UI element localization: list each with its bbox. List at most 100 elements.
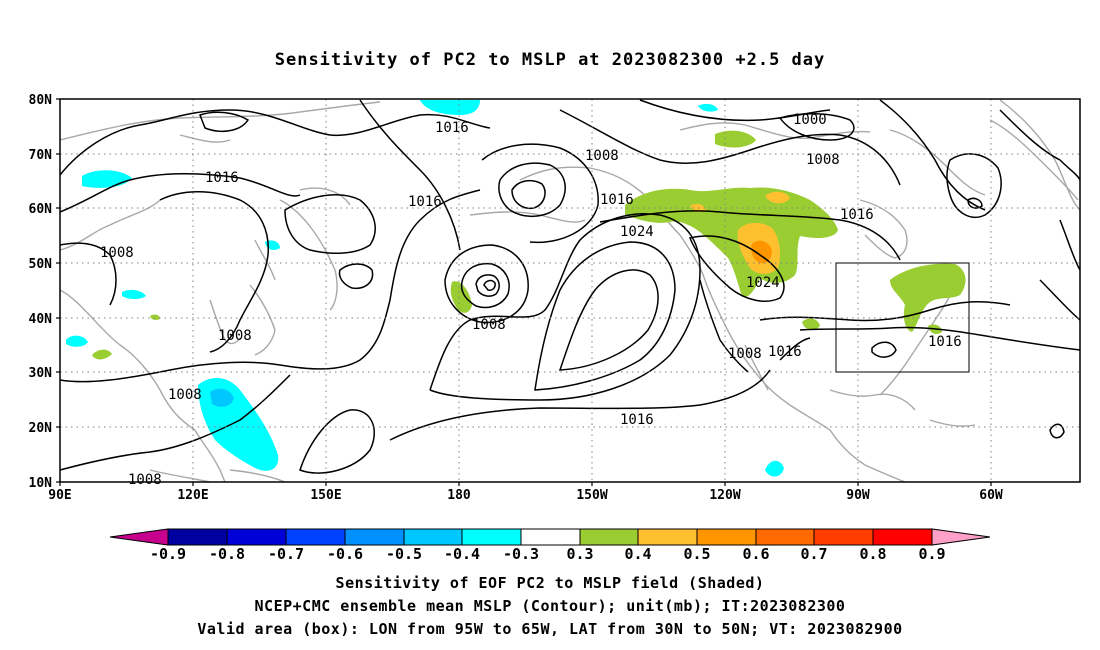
colorbar-label: -0.8 (209, 545, 245, 563)
lat-label: 70N (29, 148, 53, 163)
shade-positive (625, 187, 838, 297)
lon-label: 60W (979, 488, 1003, 503)
colorbar-cell (403, 528, 463, 546)
contour-line (59, 109, 491, 176)
colorbar-label: 0.3 (566, 545, 593, 563)
contour-label: 1008 (218, 328, 252, 344)
contour-label: 1016 (620, 412, 654, 428)
contour-line (159, 191, 269, 353)
contour-line (359, 99, 461, 251)
lon-label: 120E (177, 488, 208, 503)
contour-line (59, 172, 301, 213)
contour-label: 1016 (928, 334, 962, 350)
colorbar-label: 0.7 (800, 545, 827, 563)
contour-line (688, 235, 785, 302)
chart-title: Sensitivity of PC2 to MSLP at 2023082300… (274, 50, 826, 70)
shade-positive-high (751, 240, 772, 264)
shade-positive (802, 318, 820, 331)
colorbar-label: 0.4 (624, 545, 651, 563)
contour-line (59, 189, 481, 383)
contour-label: 1024 (746, 275, 780, 291)
contour-line (338, 263, 374, 290)
contour-label: 1024 (620, 224, 654, 240)
contour-line (871, 341, 897, 358)
contour-line (967, 197, 983, 209)
shade-positive-moderate (765, 191, 790, 204)
lat-label: 30N (29, 366, 53, 381)
lat-lon-grid (60, 99, 1080, 482)
valid-area-box (835, 262, 970, 373)
contour-label: 1008 (806, 152, 840, 168)
lat-label: 80N (29, 93, 53, 108)
contour-line (483, 279, 496, 291)
contour-label: 1016 (435, 120, 469, 136)
colorbar-cell (344, 528, 405, 546)
lat-label: 40N (29, 312, 53, 327)
contour-labels: 1016 1008 1016 1016 1008 1008 1008 1008 … (100, 112, 962, 488)
shade-negative (66, 335, 88, 347)
caption-valid-area: Valid area (box): LON from 95W to 65W, L… (197, 620, 903, 638)
lat-label: 20N (29, 421, 53, 436)
contour-label: 1016 (840, 207, 874, 223)
contour-line (799, 326, 1081, 351)
contour-label: 1008 (728, 346, 762, 362)
colorbar-label: -0.5 (386, 545, 422, 563)
lon-label: 90W (846, 488, 870, 503)
contour-line (558, 269, 659, 371)
contour-label: 1016 (408, 194, 442, 210)
contour-line (299, 409, 375, 474)
contour-label: 1008 (472, 317, 506, 333)
colorbar-cell (872, 528, 933, 546)
colorbar-label: -0.6 (327, 545, 363, 563)
lat-label: 50N (29, 257, 53, 272)
contour-label: 1008 (128, 472, 162, 488)
shade-negative-strong (210, 388, 234, 407)
caption-contour: NCEP+CMC ensemble mean MSLP (Contour); u… (254, 597, 846, 615)
contour-line (1039, 279, 1081, 321)
contour-line (946, 153, 1002, 218)
colorbar-cell (755, 528, 815, 546)
contour-line (559, 109, 901, 186)
colorbar-label: 0.6 (742, 545, 769, 563)
contour-line (444, 244, 529, 324)
contour-line (778, 112, 855, 141)
colorbar-low-extension (109, 528, 169, 546)
lat-label: 10N (29, 476, 53, 491)
contour-line (389, 369, 771, 441)
contour-line (59, 374, 291, 471)
lat-labels: 80N 70N 60N 50N 40N 30N 20N 10N (29, 93, 53, 491)
contour-line (879, 99, 986, 211)
axis-ticks (56, 98, 992, 486)
contour-label: 1008 (100, 245, 134, 261)
contour-line (699, 279, 749, 373)
shade-negative (765, 460, 784, 477)
contour-line (534, 241, 676, 391)
colorbar-label: -0.4 (444, 545, 480, 563)
colorbar-label: 0.8 (859, 545, 886, 563)
colorbar-label: -0.7 (268, 545, 304, 563)
lat-label: 60N (29, 202, 53, 217)
contour-line (511, 179, 546, 210)
colorbar-high-extension (931, 528, 991, 546)
colorbar-cell (285, 528, 346, 546)
contour-line (599, 210, 901, 261)
contour-line (498, 162, 566, 217)
contour-line (759, 300, 1011, 322)
contour-line (59, 242, 117, 306)
shade-positive (450, 281, 472, 313)
contour-line (1049, 423, 1065, 439)
contour-label: 1016 (600, 192, 634, 208)
lon-label: 120W (709, 488, 740, 503)
shade-positive (150, 314, 160, 320)
colorbar (109, 528, 991, 546)
lon-label: 150E (310, 488, 341, 503)
shade-negative (122, 289, 146, 299)
colorbar-label: -0.9 (150, 545, 186, 563)
contour-line (475, 274, 500, 297)
contour-label: 1016 (205, 170, 239, 186)
contour-line (779, 337, 811, 361)
colorbar-label: 0.9 (918, 545, 945, 563)
colorbar-cell (813, 528, 874, 546)
contour-line (429, 213, 701, 401)
